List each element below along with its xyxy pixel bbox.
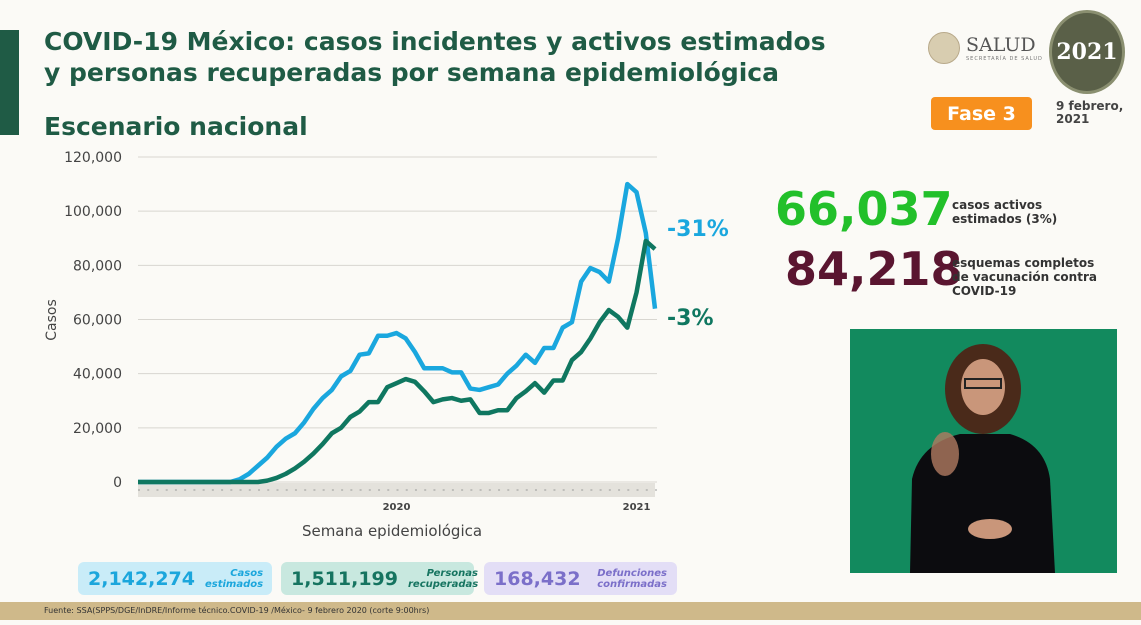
salud-text: SALUD: [966, 34, 1036, 56]
seal-icon: [928, 32, 960, 64]
vaccination-value: 84,218: [785, 242, 963, 296]
sign-language-video: [850, 329, 1117, 573]
y-tick-label: 0: [113, 475, 122, 491]
y-axis-label: Casos: [44, 299, 60, 341]
card-label: Personas recuperadas: [407, 567, 479, 590]
card-value: 1,511,199: [291, 567, 398, 590]
x-axis-label: Semana epidemiológica: [302, 522, 482, 540]
card-label: Casos estimados: [204, 567, 264, 590]
y-tick-label: 100,000: [64, 204, 122, 220]
date-label: 9 febrero, 2021: [1056, 99, 1124, 126]
y-tick-label: 20,000: [73, 421, 122, 437]
card-value: 168,432: [494, 567, 581, 590]
series-line-0: [138, 181, 658, 485]
active-cases-label: casos activos estimados (3%): [952, 198, 1058, 226]
y-tick-label: 60,000: [73, 313, 122, 329]
phase-badge: Fase 3: [931, 97, 1032, 130]
card-deaths: 168,432 Defunciones confirmadas: [484, 562, 677, 595]
source-footer: Fuente: SSA(SPPS/DGE/InDRE/Informe técni…: [0, 602, 1141, 620]
page-title: COVID-19 México: casos incidentes y acti…: [44, 27, 826, 87]
accent-bar: [0, 30, 19, 135]
y-tick-label: 40,000: [73, 367, 122, 383]
salud-logo: SALUD SECRETARÍA DE SALUD: [928, 32, 1043, 64]
interpreter-figure: [910, 344, 1055, 573]
year-label: 2020: [383, 502, 411, 513]
series-end-label: -31%: [667, 217, 729, 242]
active-cases-value: 66,037: [775, 182, 953, 236]
salud-subtext: SECRETARÍA DE SALUD: [966, 56, 1043, 62]
card-estimated-cases: 2,142,274 Casos estimados: [78, 562, 272, 595]
card-label: Defunciones confirmadas: [597, 567, 667, 590]
series-line-1: [138, 238, 657, 485]
card-value: 2,142,274: [88, 567, 195, 590]
year-label: 2021: [623, 502, 651, 513]
line-chart: 0 20,000 40,000 60,000 80,000 100,000 120,000 2…: [44, 150, 729, 540]
y-tick-label: 80,000: [73, 258, 122, 274]
series-end-label: -3%: [667, 306, 713, 331]
logo-2021-text: 2021: [1056, 39, 1118, 65]
mexico-2021-logo: 2021: [1049, 10, 1125, 94]
page-subtitle: Escenario nacional: [44, 112, 308, 141]
vaccination-label: esquemas completos de vacunación contra …: [952, 256, 1097, 298]
y-tick-label: 120,000: [64, 150, 122, 166]
card-recovered: 1,511,199 Personas recuperadas: [281, 562, 478, 595]
